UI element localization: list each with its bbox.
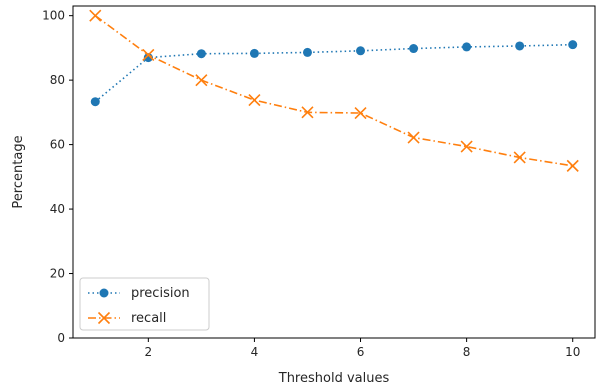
- legend-precision-marker: [99, 288, 109, 298]
- y-tick-label-80: 80: [50, 73, 65, 87]
- recall-point-6: [354, 106, 367, 120]
- precision-point-5: [302, 47, 312, 57]
- legend-precision-label: precision: [131, 286, 190, 301]
- recall-point-7: [407, 131, 420, 144]
- recall-point-1: [89, 9, 102, 22]
- y-axis-label: Percentage: [11, 135, 26, 208]
- legend-recall-marker: [97, 311, 111, 325]
- y-tick-label-20: 20: [50, 267, 65, 281]
- recall-point-5: [301, 106, 314, 119]
- precision-point-4: [249, 48, 259, 58]
- x-tick-label-2: 2: [145, 345, 153, 359]
- precision-point-8: [462, 42, 472, 52]
- legend-box: [79, 277, 210, 331]
- y-tick-label-100: 100: [42, 9, 65, 23]
- recall-point-3: [195, 74, 208, 87]
- x-axis-label: Threshold values: [278, 371, 390, 386]
- x-tick-label-4: 4: [251, 345, 259, 359]
- recall-point-9: [513, 151, 526, 164]
- precision-point-9: [515, 41, 525, 51]
- recall-point-8: [460, 140, 473, 153]
- recall-point-10: [566, 159, 579, 172]
- x-tick-label-8: 8: [463, 345, 471, 359]
- y-tick-label-60: 60: [50, 138, 65, 152]
- precision-point-6: [356, 46, 366, 56]
- precision-line: [94, 43, 573, 103]
- legend: precision recall: [79, 277, 210, 331]
- x-tick-label-10: 10: [565, 345, 580, 359]
- precision-point-10: [568, 40, 578, 50]
- precision-point-3: [196, 49, 206, 59]
- y-tick-label-0: 0: [57, 331, 65, 345]
- precision-point-7: [409, 44, 419, 54]
- plot-area-frame: [72, 5, 596, 339]
- recall-point-4: [248, 94, 261, 107]
- series-layer: [89, 9, 579, 172]
- recall-point-2: [142, 48, 155, 62]
- recall-line: [94, 15, 573, 167]
- precision-point-1: [90, 97, 100, 107]
- y-tick-label-40: 40: [50, 202, 65, 216]
- legend-recall-label: recall: [131, 311, 166, 326]
- x-tick-label-6: 6: [357, 345, 365, 359]
